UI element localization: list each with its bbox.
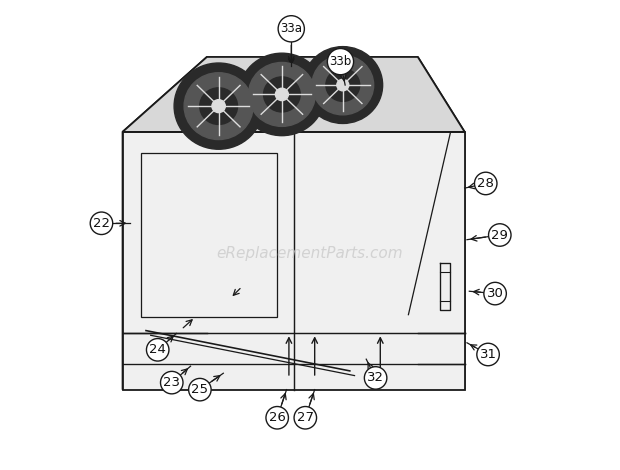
Ellipse shape — [212, 100, 225, 113]
Circle shape — [188, 378, 211, 401]
Circle shape — [365, 367, 387, 389]
Text: 24: 24 — [149, 343, 166, 356]
Ellipse shape — [239, 53, 325, 136]
Text: 32: 32 — [367, 371, 384, 384]
Text: 30: 30 — [487, 287, 503, 300]
Ellipse shape — [264, 77, 300, 112]
Polygon shape — [418, 57, 464, 390]
Polygon shape — [123, 57, 464, 132]
Ellipse shape — [312, 55, 374, 115]
Ellipse shape — [249, 63, 316, 126]
Circle shape — [278, 16, 304, 42]
Text: 23: 23 — [163, 376, 180, 389]
Polygon shape — [123, 132, 464, 390]
Circle shape — [91, 212, 113, 235]
Circle shape — [477, 343, 499, 366]
Circle shape — [161, 371, 183, 394]
Circle shape — [474, 172, 497, 195]
Text: 25: 25 — [192, 383, 208, 396]
Ellipse shape — [337, 79, 349, 91]
Circle shape — [484, 282, 507, 305]
Ellipse shape — [275, 88, 288, 101]
Polygon shape — [123, 57, 207, 390]
Ellipse shape — [184, 73, 253, 140]
Circle shape — [327, 48, 353, 75]
Text: 33a: 33a — [280, 22, 303, 35]
Circle shape — [489, 224, 511, 246]
Text: eReplacementParts.com: eReplacementParts.com — [216, 246, 404, 261]
Text: 26: 26 — [268, 411, 286, 424]
Text: 29: 29 — [491, 228, 508, 242]
Ellipse shape — [174, 63, 263, 149]
Text: 31: 31 — [480, 348, 497, 361]
Circle shape — [146, 338, 169, 361]
Text: 33b: 33b — [329, 55, 352, 68]
Circle shape — [266, 407, 288, 429]
Ellipse shape — [200, 88, 237, 125]
Ellipse shape — [303, 47, 383, 124]
Text: 27: 27 — [297, 411, 314, 424]
Text: 22: 22 — [93, 217, 110, 230]
Text: 28: 28 — [477, 177, 494, 190]
Ellipse shape — [326, 69, 360, 102]
Circle shape — [294, 407, 317, 429]
